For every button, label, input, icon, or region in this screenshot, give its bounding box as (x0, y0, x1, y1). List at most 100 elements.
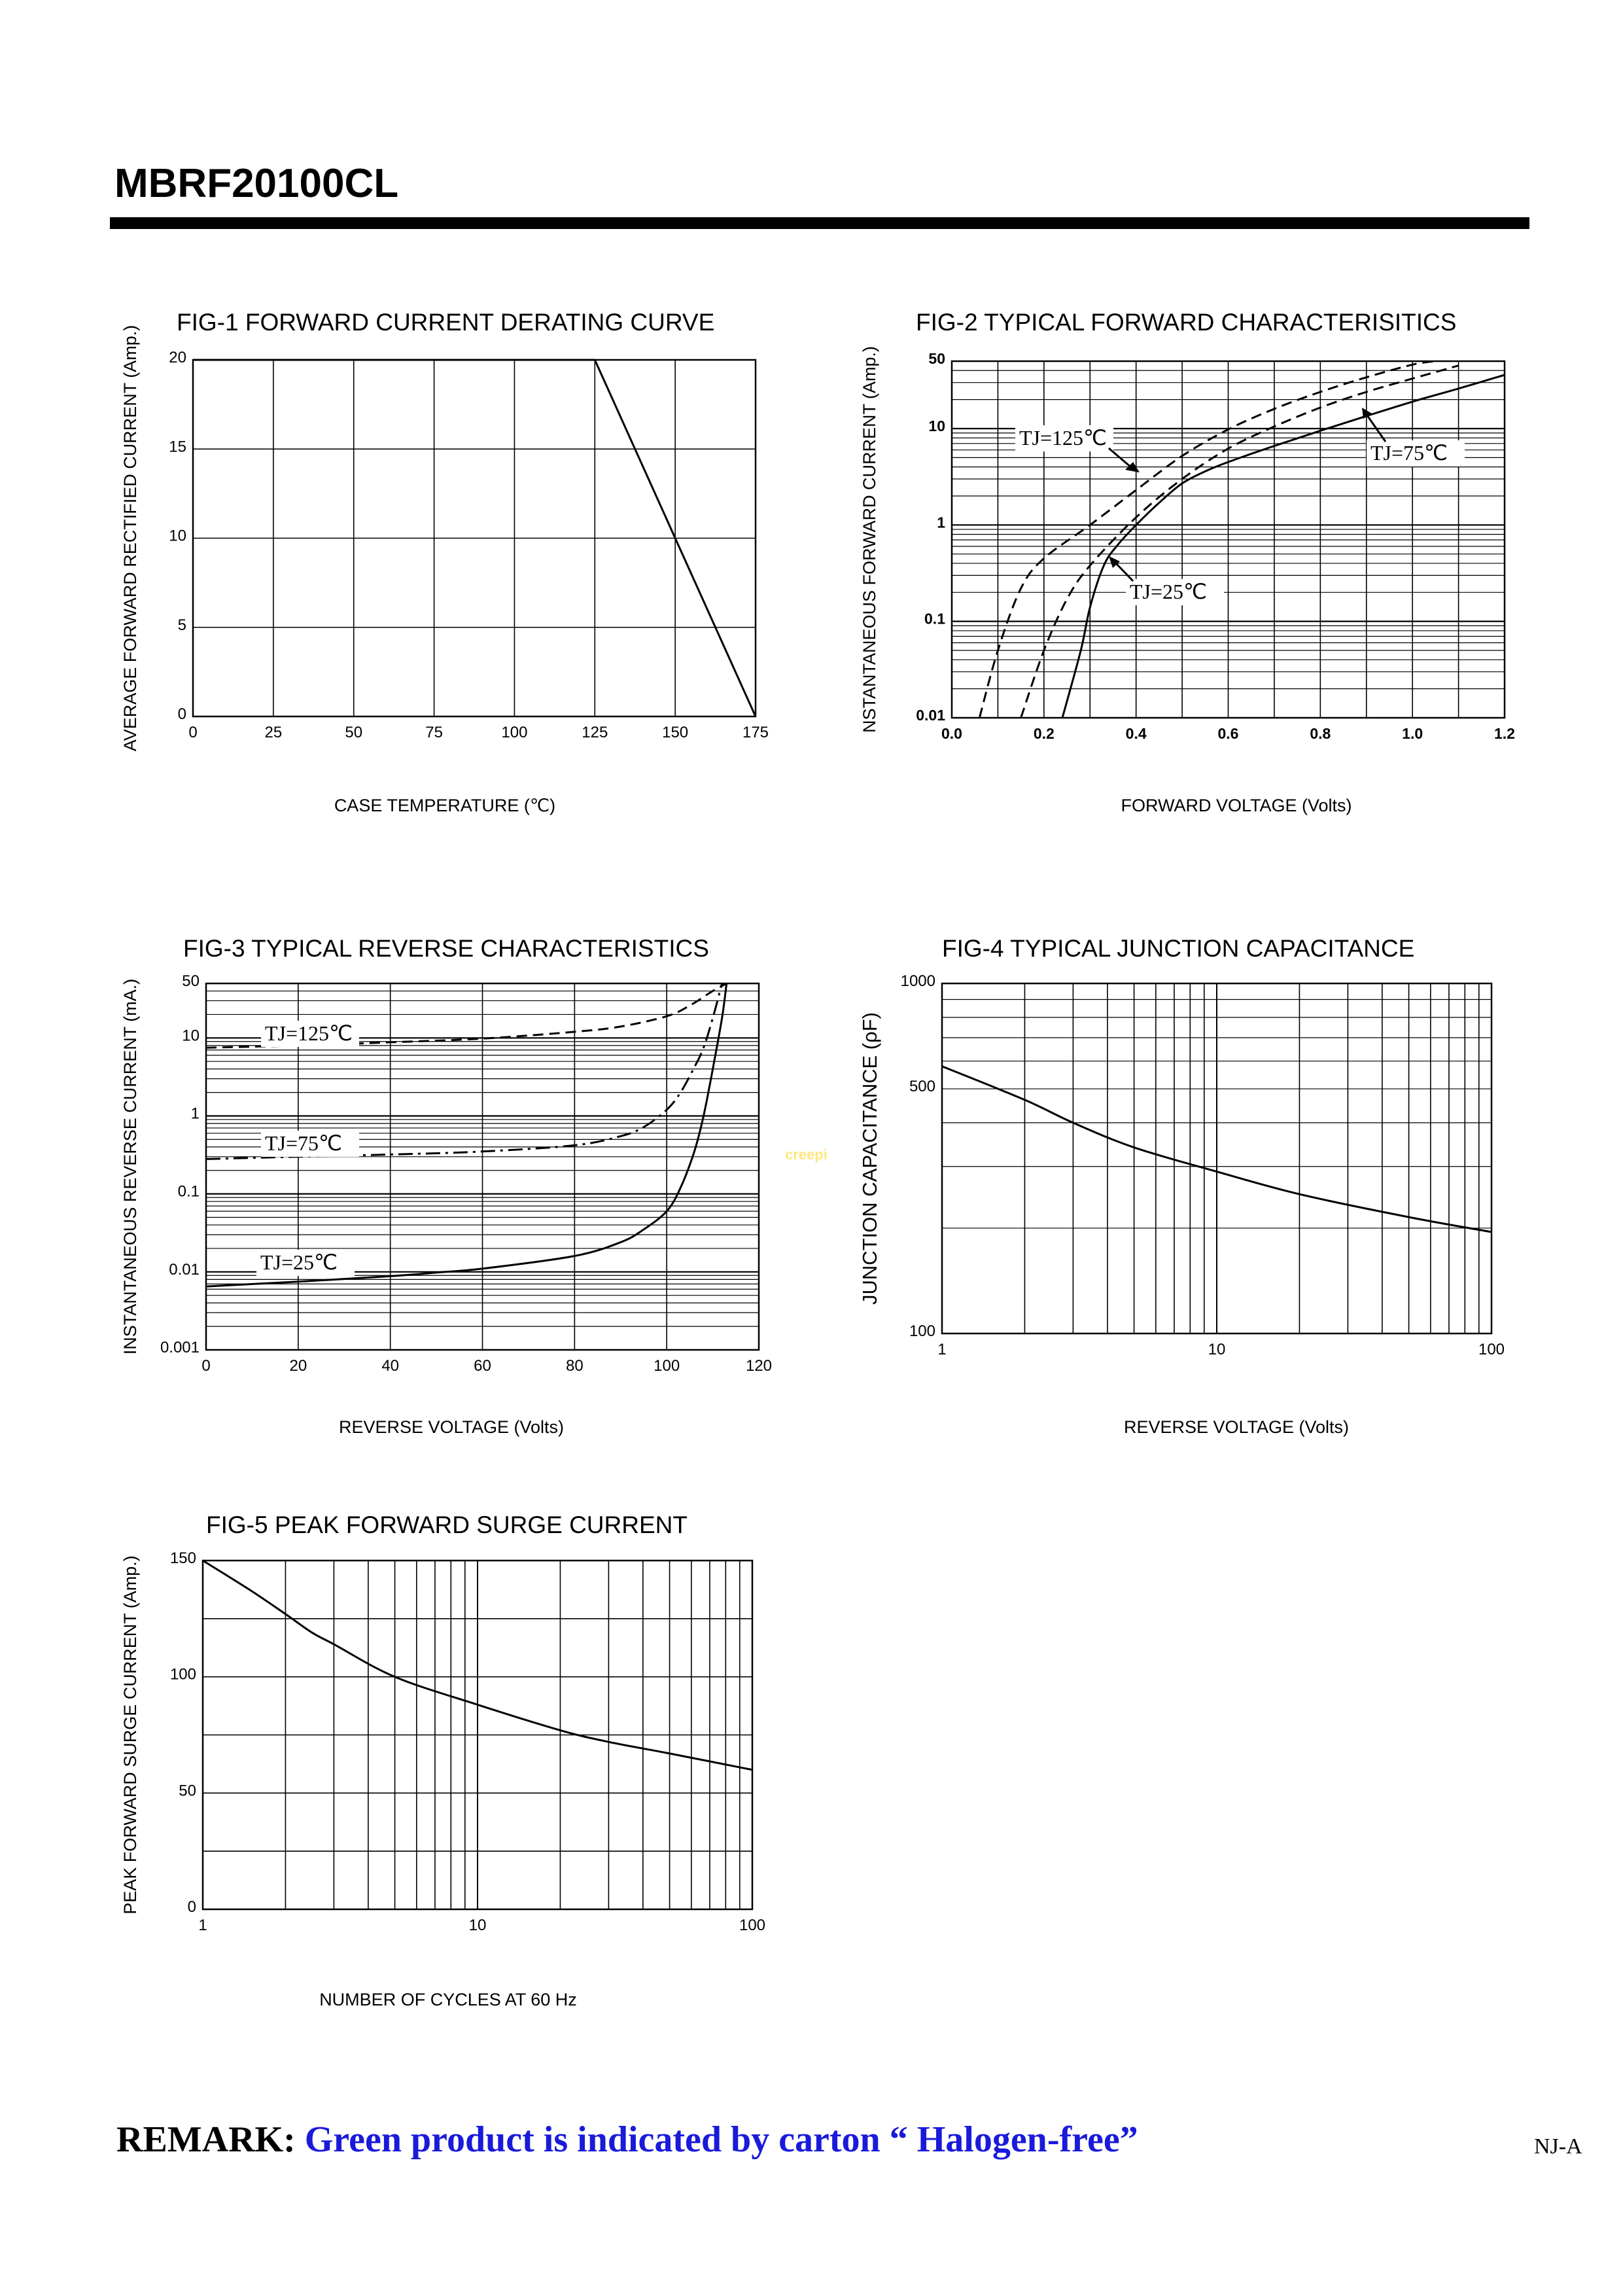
fig2-arrowhead (1109, 556, 1120, 568)
fig1-x-tick-label: 100 (501, 724, 527, 741)
fig5-chart: FIG-5 PEAK FORWARD SURGE CURRENT 1 10 100 0 5… (120, 1511, 765, 2009)
remark-text: Green product is indicated by carton “ H… (304, 2119, 1138, 2160)
fig4-chart: FIG-4 TYPICAL JUNCTION CAPACITANCE 1 10 100… (858, 935, 1505, 1437)
document-code: NJ-A (1534, 2134, 1582, 2159)
fig2-arrow (1114, 561, 1134, 582)
fig4-title: FIG-4 TYPICAL JUNCTION CAPACITANCE (942, 935, 1414, 962)
fig2-annotation-bg (1126, 579, 1224, 605)
fig4-y-axis-label: JUNCTION CAPACITANCE (ρF) (858, 1012, 881, 1305)
fig2-y-tick-label: 0.1 (924, 610, 945, 627)
fig2-annotation-bg (1015, 425, 1113, 451)
fig2-arrowhead (1125, 462, 1140, 472)
fig3-annotation: TJ=75℃ (265, 1131, 342, 1155)
fig1-x-tick-label: 175 (742, 724, 769, 741)
fig3-x-tick-label: 80 (566, 1357, 584, 1375)
fig1-y-axis-label: AVERAGE FORWARD RECTIFIED CURRENT (Amp.) (120, 325, 140, 752)
fig1-x-axis-label: CASE TEMPERATURE (℃) (334, 796, 555, 815)
fig1-x-tick-label: 75 (425, 724, 443, 741)
fig3-x-tick-label: 100 (654, 1357, 680, 1375)
fig4-y-tick-label: 100 (909, 1322, 935, 1340)
fig3-y-tick-label: 1 (191, 1104, 200, 1122)
fig2-arrowhead (1362, 408, 1372, 419)
fig2-arrow (1108, 447, 1132, 469)
fig2-x-tick-label: 1.2 (1494, 725, 1515, 742)
fig3-annotation-bg (261, 1021, 359, 1047)
fig2-y-tick-label: 50 (928, 350, 945, 367)
fig3-annotation-bg (261, 1131, 359, 1157)
fig3-x-tick-label: 120 (746, 1357, 772, 1375)
fig3-chart: FIG-3 TYPICAL REVERSE CHARACTERISTICS 0 20… (120, 935, 828, 1437)
fig3-title: FIG-3 TYPICAL REVERSE CHARACTERISTICS (183, 935, 709, 962)
fig5-frame (201, 1559, 754, 1911)
fig2-annotation: TJ=125℃ (1019, 426, 1107, 450)
fig1-y-tick-label: 0 (178, 705, 186, 723)
fig2-frame (951, 360, 1506, 719)
fig2-series-line (1061, 374, 1505, 718)
fig3-series-line (206, 983, 724, 1160)
fig2-chart: FIG-2 TYPICAL FORWARD CHARACTERISITICS 0.… (860, 309, 1515, 815)
fig3-x-tick-label: 20 (289, 1357, 307, 1375)
fig2-x-tick-label: 0.2 (1034, 725, 1055, 742)
fig5-y-tick-label: 150 (170, 1549, 196, 1567)
fig3-y-tick-label: 0.1 (178, 1183, 200, 1201)
fig3-x-tick-label: 60 (474, 1357, 491, 1375)
fig2-x-tick-label: 0.6 (1218, 725, 1239, 742)
fig3-y-tick-label: 0.01 (169, 1261, 200, 1279)
fig1-y-tick-label: 15 (169, 438, 186, 455)
fig1-x-tick-label: 25 (265, 724, 283, 741)
fig3-y-tick-label: 50 (182, 972, 200, 990)
fig5-x-tick-label: 10 (469, 1916, 487, 1934)
fig3-annotation: TJ=125℃ (265, 1021, 353, 1045)
fig2-series-line (1020, 364, 1459, 718)
fig1-y-tick-label: 20 (169, 349, 186, 366)
fig2-arrow (1366, 415, 1387, 442)
fig4-series-line (942, 1065, 1492, 1233)
fig5-y-tick-label: 0 (188, 1898, 196, 1916)
fig3-y-tick-label: 10 (182, 1027, 200, 1044)
fig1-title: FIG-1 FORWARD CURRENT DERATING CURVE (177, 309, 714, 336)
fig2-x-tick-label: 1.0 (1402, 725, 1423, 742)
fig4-y-tick-label: 500 (909, 1078, 935, 1095)
fig2-annotation: TJ=75℃ (1370, 441, 1448, 465)
fig3-annotation-bg (256, 1250, 355, 1276)
fig5-x-tick-label: 100 (739, 1916, 765, 1934)
fig5-x-tick-label: 1 (198, 1916, 207, 1934)
fig1-x-tick-label: 50 (345, 724, 362, 741)
fig3-annotation: TJ=25℃ (260, 1250, 338, 1274)
fig5-x-axis-label: NUMBER OF CYCLES AT 60 Hz (319, 1990, 577, 2009)
fig1-x-tick-label: 125 (582, 724, 608, 741)
fig4-frame (941, 982, 1493, 1335)
fig2-x-tick-label: 0.4 (1126, 725, 1147, 742)
fig5-y-tick-label: 100 (170, 1666, 196, 1684)
fig2-annotation: TJ=25℃ (1130, 580, 1207, 603)
fig2-x-tick-label: 0.8 (1310, 725, 1331, 742)
fig2-title: FIG-2 TYPICAL FORWARD CHARACTERISITICS (916, 309, 1456, 336)
fig4-x-tick-label: 100 (1478, 1341, 1505, 1358)
fig5-title: FIG-5 PEAK FORWARD SURGE CURRENT (206, 1511, 688, 1538)
fig2-y-tick-label: 10 (928, 417, 945, 434)
title-divider (110, 217, 1529, 229)
fig3-series-line (206, 983, 728, 1288)
fig1-x-tick-label: 150 (662, 724, 688, 741)
fig1-y-tick-label: 5 (178, 616, 186, 634)
fig3-frame (205, 982, 760, 1351)
fig3-y-tick-label: 0.001 (160, 1339, 200, 1356)
fig5-y-axis-label: PEAK FORWARD SURGE CURRENT (Amp.) (120, 1555, 140, 1915)
fig2-x-axis-label: FORWARD VOLTAGE (Volts) (1121, 796, 1352, 815)
fig3-y-axis-label: INSTANTANEOUS REVERSE CURRENT (mA.) (120, 979, 140, 1355)
fig3-x-tick-label: 0 (201, 1357, 210, 1375)
fig2-y-tick-label: 0.01 (916, 707, 945, 724)
fig4-x-tick-label: 10 (1208, 1341, 1226, 1358)
remark-label: REMARK: (116, 2119, 296, 2160)
fig1-series-line (193, 359, 756, 717)
fig1-y-tick-label: 10 (169, 527, 186, 545)
page-title: MBRF20100CL (114, 161, 399, 206)
fig2-x-tick-label: 0.0 (941, 725, 962, 742)
fig1-chart: FIG-1 FORWARD CURRENT DERATING CURVE 0 25 5… (120, 309, 769, 815)
fig3-watermark: creepi (785, 1146, 828, 1163)
fig1-x-tick-label: 0 (188, 724, 197, 741)
fig5-y-tick-label: 50 (179, 1782, 196, 1799)
fig4-x-tick-label: 1 (937, 1341, 946, 1358)
fig4-y-tick-label: 1000 (901, 972, 935, 990)
fig2-y-axis-label: NSTANTANEOUS FORWARD CURRENT (Amp.) (860, 346, 879, 733)
